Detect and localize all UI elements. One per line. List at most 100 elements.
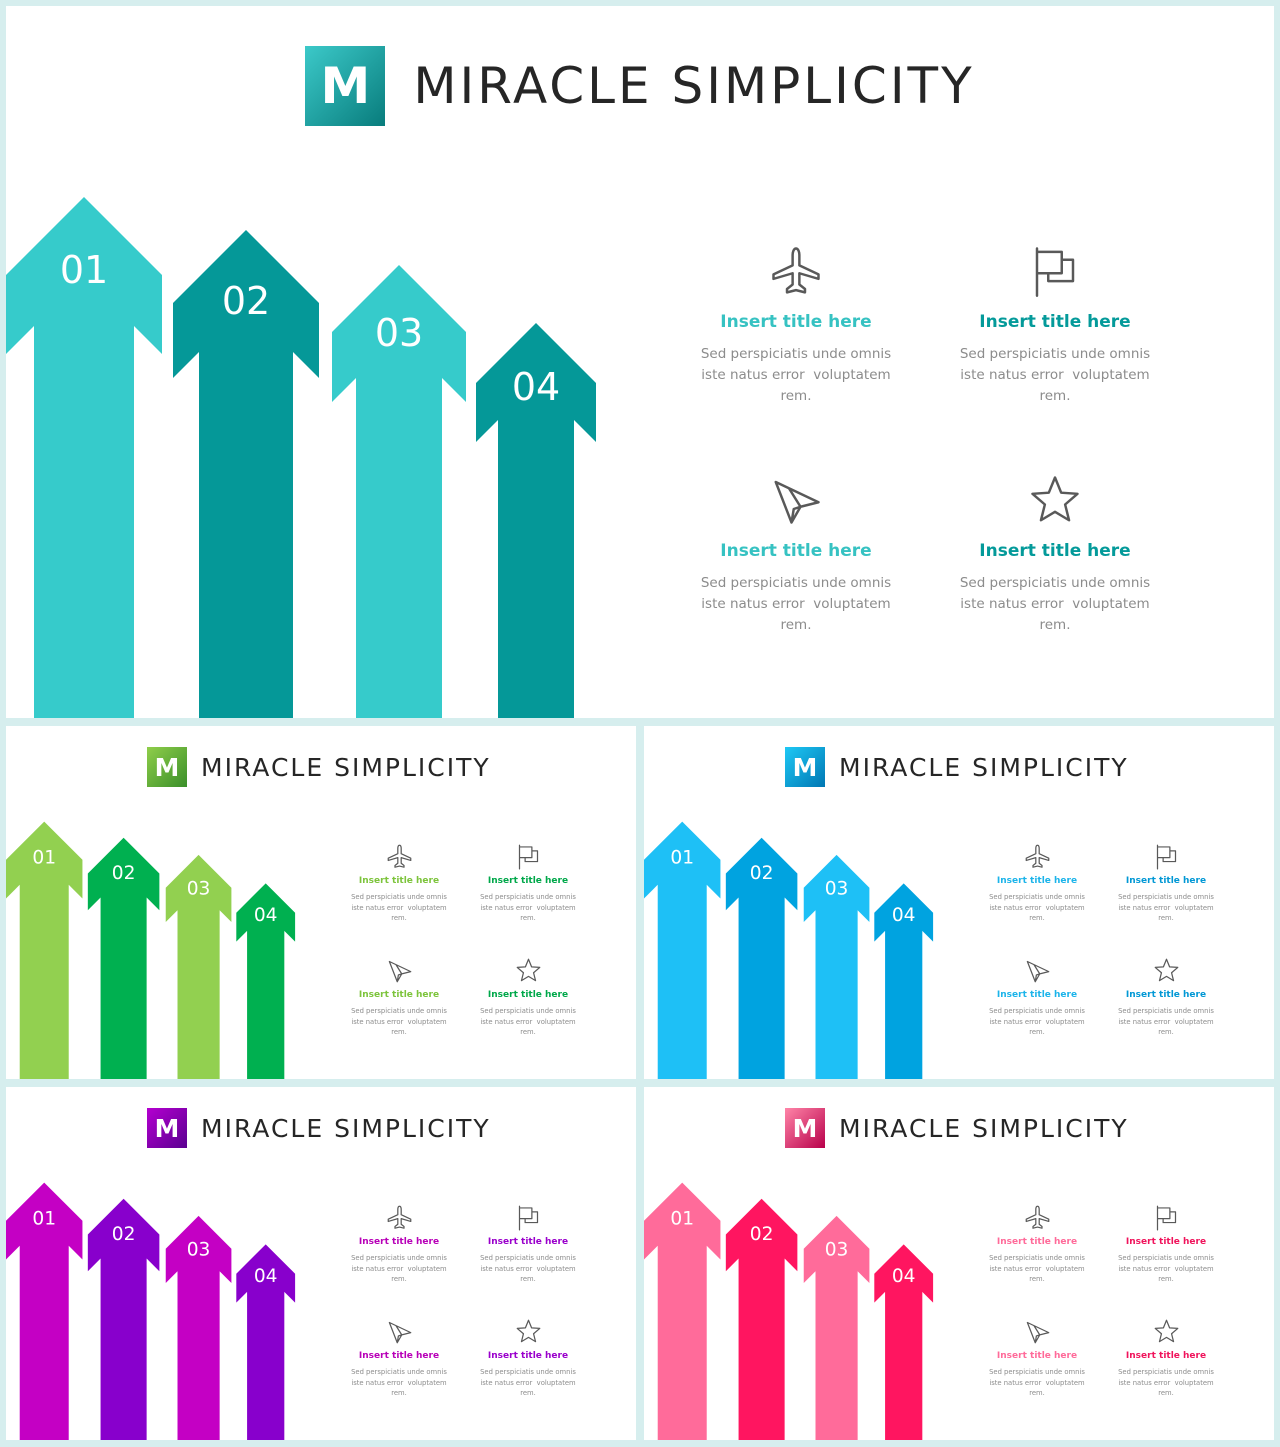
slide-title: MIRACLE SIMPLICITY: [413, 57, 975, 115]
feature-3: Insert title here Sed perspiciatis unde o…: [334, 957, 464, 1038]
feature-description-line: iste natus error voluptatem: [351, 1264, 447, 1273]
feature-description-line: rem.: [391, 1389, 407, 1397]
arrow-1-label: 01: [32, 848, 56, 869]
slide-green: M MIRACLE SIMPLICITY 01 02 03 04 Insert title …: [6, 726, 636, 1079]
feature-1: Insert title here Sed perspiciatis unde o…: [334, 843, 464, 924]
arrow-4: 04: [874, 1244, 934, 1440]
arrow-1: 01: [644, 821, 721, 1079]
feature-description: Sed perspiciatis unde omnis iste natus er…: [463, 1253, 593, 1285]
feature-description-line: rem.: [520, 1275, 536, 1283]
feature-2: Insert title here Sed perspiciatis unde o…: [463, 843, 593, 924]
arrow-3-shape: [803, 1215, 870, 1440]
arrows-graphic: 01 02 03 04: [644, 1182, 934, 1440]
arrow-2: 02: [725, 1198, 798, 1440]
feature-description: Sed perspiciatis unde omnis iste natus er…: [463, 1006, 593, 1038]
feature-description-line: rem.: [780, 388, 812, 404]
arrow-3-label: 03: [187, 879, 211, 900]
feature-description: Sed perspiciatis unde omnis iste natus er…: [463, 892, 593, 924]
arrow-4-label: 04: [892, 1266, 916, 1287]
feature-title: Insert title here: [979, 541, 1131, 561]
slide-main: M MIRACLE SIMPLICITY 01 02 03 04 Insert titl…: [6, 6, 1274, 718]
feature-2: Insert title here Sed perspiciatis unde o…: [1101, 1204, 1231, 1285]
arrow-1-shape: [644, 821, 721, 1079]
feature-title: Insert title here: [1125, 990, 1207, 1000]
feature-description-line: rem.: [1158, 914, 1174, 922]
arrow-4-shape: [236, 1244, 296, 1440]
arrow-4: 04: [236, 883, 296, 1079]
arrow-2: 02: [725, 837, 798, 1079]
arrow-4-label: 04: [512, 365, 560, 409]
feature-4: Insert title here Sed perspiciatis unde o…: [1101, 957, 1231, 1038]
arrows-graphic: 01 02 03 04: [6, 821, 296, 1079]
feature-description-line: rem.: [1029, 1275, 1045, 1283]
feature-title: Insert title here: [1125, 876, 1207, 886]
arrow-2-label: 02: [750, 1224, 774, 1245]
arrow-4: 04: [476, 323, 596, 718]
feature-description-line: rem.: [1158, 1275, 1174, 1283]
flag-icon: [518, 1205, 538, 1231]
arrow-3-label: 03: [187, 1240, 211, 1261]
feature-1: Insert title here Sed perspiciatis unde o…: [334, 1204, 464, 1285]
slide-title: MIRACLE SIMPLICITY: [839, 752, 1129, 782]
arrow-1-label: 01: [670, 1209, 694, 1230]
feature-description-line: iste natus error voluptatem: [989, 1017, 1085, 1026]
arrow-1: 01: [6, 197, 162, 718]
arrow-3-label: 03: [375, 311, 423, 355]
feature-description-line: rem.: [1158, 1028, 1174, 1036]
feature-description: Sed perspiciatis unde omnis iste natus er…: [1101, 892, 1231, 924]
feature-description-line: rem.: [780, 617, 812, 633]
arrow-2: 02: [87, 1198, 160, 1440]
slide-header: M MIRACLE SIMPLICITY: [147, 747, 491, 787]
feature-description-line: rem.: [1039, 617, 1071, 633]
feature-description-line: rem.: [391, 1028, 407, 1036]
arrow-3-label: 03: [825, 1240, 849, 1261]
feature-title: Insert title here: [720, 541, 872, 561]
feature-description-line: Sed perspiciatis unde omnis: [700, 346, 892, 362]
star-icon: [1154, 958, 1178, 982]
feature-description-line: rem.: [520, 1028, 536, 1036]
logo: M: [147, 747, 187, 787]
arrow-4: 04: [236, 1244, 296, 1440]
feature-description-line: Sed perspiciatis unde omnis: [989, 1007, 1085, 1015]
arrow-2-label: 02: [222, 279, 270, 323]
feature-description: Sed perspiciatis unde omnis iste natus er…: [1101, 1367, 1231, 1399]
airplane-icon: [387, 844, 411, 868]
feature-description-line: Sed perspiciatis unde omnis: [480, 1007, 576, 1015]
star-icon: [1154, 1319, 1178, 1343]
feature-description-line: Sed perspiciatis unde omnis: [480, 1254, 576, 1262]
arrow-2-shape: [87, 837, 160, 1079]
feature-title: Insert title here: [487, 1351, 569, 1361]
feature-description: Sed perspiciatis unde omnis iste natus er…: [676, 344, 916, 407]
feature-title: Insert title here: [358, 1237, 440, 1247]
feature-description-line: iste natus error voluptatem: [1118, 1017, 1214, 1026]
feature-description-line: rem.: [391, 1275, 407, 1283]
paper-plane-icon: [388, 1321, 411, 1344]
slide-title: MIRACLE SIMPLICITY: [839, 1113, 1129, 1143]
feature-description-line: Sed perspiciatis unde omnis: [989, 1254, 1085, 1262]
arrow-1-label: 01: [670, 848, 694, 869]
feature-title: Insert title here: [996, 1237, 1078, 1247]
logo: M: [305, 46, 386, 126]
slide-header: M MIRACLE SIMPLICITY: [785, 1108, 1129, 1148]
arrow-4-shape: [236, 883, 296, 1079]
feature-title: Insert title here: [1125, 1351, 1207, 1361]
logo: M: [785, 747, 825, 787]
feature-description-line: iste natus error voluptatem: [351, 1378, 447, 1387]
arrow-3-shape: [803, 854, 870, 1079]
arrow-1-shape: [6, 821, 83, 1079]
flag-icon: [1156, 844, 1176, 870]
feature-description-line: Sed perspiciatis unde omnis: [351, 1254, 447, 1262]
arrow-2-shape: [725, 1198, 798, 1440]
feature-description-line: iste natus error voluptatem: [1118, 1264, 1214, 1273]
feature-title: Insert title here: [487, 876, 569, 886]
feature-3: Insert title here Sed perspiciatis unde o…: [972, 1318, 1102, 1399]
arrow-1-shape: [644, 1182, 721, 1440]
feature-description-line: rem.: [391, 914, 407, 922]
slide-header: M MIRACLE SIMPLICITY: [147, 1108, 491, 1148]
feature-description-line: Sed perspiciatis unde omnis: [700, 575, 892, 591]
feature-description: Sed perspiciatis unde omnis iste natus er…: [972, 1367, 1102, 1399]
feature-description: Sed perspiciatis unde omnis iste natus er…: [334, 1253, 464, 1285]
feature-4: Insert title here Sed perspiciatis unde o…: [935, 473, 1175, 636]
airplane-icon: [772, 247, 820, 294]
feature-description: Sed perspiciatis unde omnis iste natus er…: [972, 1006, 1102, 1038]
